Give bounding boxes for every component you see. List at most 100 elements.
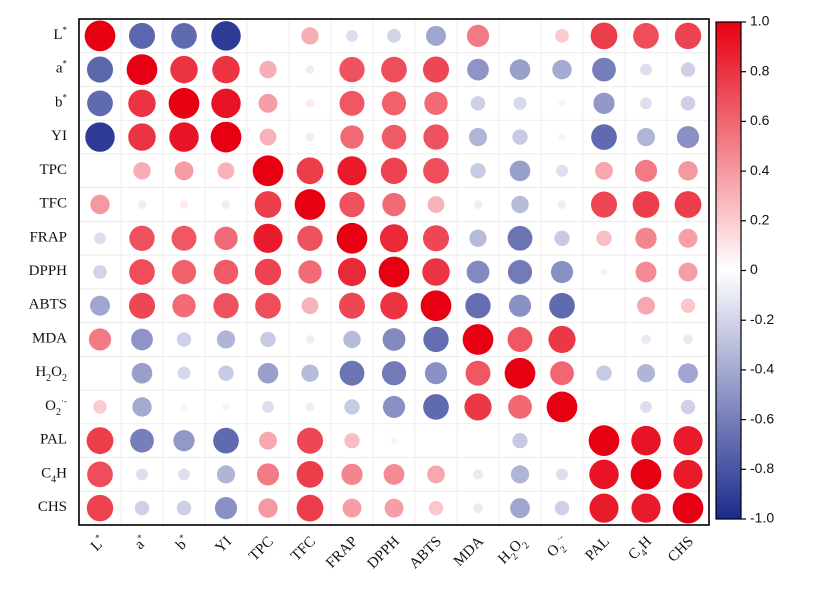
cell-tfc-pal [590,191,618,218]
cell-a-l [86,56,114,83]
cell-c4h-chs [673,459,703,489]
cell-abts-a [128,292,156,319]
cell-l-dpph [387,29,401,43]
cell-o2-o2 [546,391,578,423]
cell-frap-mda [469,229,487,247]
cell-c4h-h2o2 [510,465,530,484]
cell-o2-yi [222,403,230,411]
label-h2o2: H2O2 [496,534,532,570]
cell-o2-h2o2 [508,395,532,419]
cell-tpc-tpc [252,155,284,187]
cell-c4h-mda [473,469,483,480]
label-frap: FRAP [323,534,361,572]
cell-b-o2 [558,99,566,107]
label-mda: MDA [451,534,487,570]
cell-tpc-b [174,161,194,181]
cell-yi-tfc [305,132,315,142]
label-tpc: TPC [39,162,67,178]
colorbar-tick-label: -0.8 [750,460,774,476]
label-mda: MDA [32,331,67,347]
cell-pal-chs [673,426,703,456]
colorbar-tick-label: 1.0 [750,13,770,29]
cell-tfc-frap [339,191,365,218]
cell-dpph-l [93,265,107,279]
row-labels: L* a* b* YI TPC TFC FRAP DPPH ABTS MDA H2O2 O2·- PAL… [29,25,68,516]
cell-mda-tfc [305,335,315,344]
cell-abts-dpph [380,291,408,320]
cell-h2o2-yi [218,365,234,381]
cell-chs-l [86,494,114,522]
cell-dpph-yi [213,259,239,285]
cell-b-mda [470,96,486,111]
label-o2: O2·- [45,396,67,418]
cell-pal-a [130,428,154,453]
cell-tfc-h2o2 [511,195,529,214]
colorbar-tick-label: 0.2 [750,212,770,228]
cell-frap-a [129,225,155,251]
cell-mda-o2 [548,325,576,354]
cell-pal-yi [213,427,239,454]
cell-tpc-abts [423,157,449,184]
cell-chs-mda [473,503,483,513]
cell-c4h-tpc [256,463,280,486]
cell-a-a [126,54,158,85]
cell-tfc-mda [473,200,483,209]
cell-tpc-dpph [380,157,408,185]
cell-dpph-pal [600,268,608,276]
cell-abts-h2o2 [508,294,532,317]
cell-c4h-l [87,461,113,488]
cell-frap-chs [678,228,698,248]
cell-frap-tfc [297,225,323,251]
cell-abts-tpc [255,292,281,319]
cell-chs-dpph [384,498,404,518]
cell-tfc-chs [674,191,702,218]
cell-c4h-c4h [630,459,662,490]
cell-l-frap [346,29,358,42]
cell-chs-tfc [296,494,324,522]
cell-pal-frap [344,432,360,449]
cell-dpph-dpph [378,256,410,288]
cell-tpc-a [133,162,151,180]
cell-tpc-o2 [556,164,568,177]
cell-pal-tfc [296,427,324,454]
cell-b-pal [593,92,615,114]
label-dpph: DPPH [365,534,404,573]
cell-b-chs [680,96,696,111]
cell-h2o2-mda [465,360,491,386]
cell-h2o2-pal [596,365,612,381]
label-l: L* [87,532,110,555]
cell-o2-tfc [305,402,315,412]
cell-b-b [168,87,200,119]
label-tfc: TFC [288,534,319,565]
cell-tfc-tfc [294,189,326,220]
cell-c4h-frap [341,463,363,486]
label-dpph: DPPH [29,263,68,279]
cell-tfc-l [90,194,110,215]
cell-yi-o2 [558,133,566,141]
cell-dpph-h2o2 [507,259,533,285]
cell-h2o2-tpc [257,362,279,384]
cell-c4h-abts [427,465,445,484]
cell-c4h-pal [589,459,619,490]
cell-o2-a [132,397,152,417]
label-a: a* [56,59,68,77]
label-abts: ABTS [407,534,445,572]
cell-mda-frap [343,330,361,349]
colorbar-tick-label: 0.8 [750,62,770,78]
cell-o2-l [93,400,107,414]
cell-dpph-tpc [254,258,282,286]
cell-a-abts [422,56,450,83]
cell-pal-h2o2 [512,432,528,449]
cell-l-o2 [555,29,569,43]
cell-yi-h2o2 [512,129,528,145]
colorbar-tick-label: -0.2 [750,311,774,327]
cell-dpph-mda [466,260,490,284]
cell-yi-yi [210,121,242,153]
cell-l-pal [590,22,618,50]
cell-b-abts [424,91,448,116]
cell-b-h2o2 [513,96,527,110]
cell-o2-tpc [262,400,274,413]
cell-tpc-h2o2 [509,160,531,182]
cell-abts-c4h [637,296,655,315]
